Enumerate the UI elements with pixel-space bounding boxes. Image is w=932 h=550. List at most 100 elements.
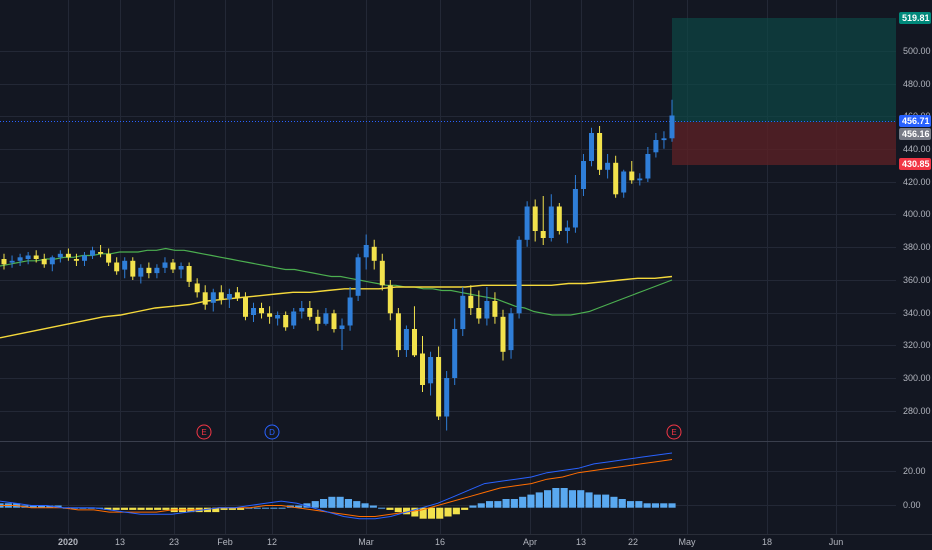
candle [299,301,305,319]
event-markers: E D E [196,424,682,440]
macd-tick-label: 0.00 [903,500,921,510]
candle [234,287,240,301]
macd-histogram-bar [344,499,352,508]
candle-body [629,171,635,181]
candle [669,99,675,142]
candle-body [460,295,466,330]
candle [331,309,337,333]
candle-body [572,189,578,228]
candle-body [226,294,232,300]
candle-body [323,313,329,324]
target-price-tag: 519.81 [899,12,931,24]
price-tick-label: 340.00 [903,308,931,318]
candle-body [106,253,112,263]
dividend-event-marker[interactable]: D [264,424,280,440]
candle [572,175,578,233]
macd-histogram-bar [369,505,377,508]
candle [1,253,7,270]
close-price-text: 456.16 [902,129,930,139]
candle [251,302,256,322]
candle [33,250,39,263]
macd-histogram-bar [411,507,419,517]
candle [122,257,128,279]
macd-histogram-bar [419,507,427,519]
candle-body [291,311,297,326]
candle-body [412,329,417,356]
candle-body [90,250,95,256]
candle-body [645,154,651,179]
candle [283,311,289,331]
candle-body [661,138,667,141]
candle [597,126,603,175]
price-tick-label: 360.00 [903,275,931,285]
candle [492,292,498,324]
candle-body [492,301,498,317]
price-axis-background [896,0,932,441]
macd-line [0,452,673,520]
macd-histogram-bar [627,501,635,508]
time-axis[interactable]: 2020 13 23 Feb 12 Mar 16 Apr 13 22 May 1… [0,534,932,550]
loss-zone[interactable] [672,122,896,165]
candle-body [315,316,321,324]
candle-body [468,295,474,309]
candle-body [339,325,345,329]
candle-body [65,253,71,258]
candle [210,288,216,312]
candle-body [275,315,281,319]
macd-histogram-bar [602,494,610,508]
candle [548,194,554,242]
macd-histogram-bar [104,507,112,510]
macd-histogram-bar [660,503,668,508]
candle-body [500,316,506,352]
date-tick-label: Mar [358,537,374,547]
candle [379,253,385,291]
profit-zone[interactable] [672,18,896,122]
candle [25,252,31,265]
candle-body [98,252,104,254]
candle [106,248,112,266]
candle-body [540,231,546,238]
stop-price-tag: 430.85 [899,158,931,170]
macd-histogram-bar [29,505,37,508]
earnings-event-marker-2[interactable]: E [666,424,682,440]
candle [387,280,393,321]
candle [114,257,120,275]
date-tick-label: Feb [217,537,233,547]
candle-body [605,162,611,170]
candle-body [516,239,522,314]
macd-histogram-bar [568,490,576,508]
earnings-event-marker[interactable]: E [196,424,212,440]
macd-signal-line [0,459,673,517]
macd-histogram-bar [311,501,319,508]
candle [581,154,586,196]
candle [540,196,546,245]
candle [613,155,619,198]
candle-body [564,227,570,231]
price-tick-label: 280.00 [903,406,931,416]
candle [500,309,506,361]
price-axis[interactable]: 500.00 480.00 460.00 440.00 420.00 400.0… [896,0,932,441]
candle-body [452,329,458,378]
candle [49,255,55,272]
macd-histogram-bar [303,503,311,508]
macd-histogram-bar [544,490,552,508]
candle-body [420,353,425,385]
date-tick-label: 22 [628,537,638,547]
candle-body [669,115,675,139]
candle [17,253,23,266]
candle-body [299,308,305,312]
candle-body [581,161,586,189]
candle-body [122,260,128,270]
candle [154,264,160,279]
macd-axis[interactable]: 20.00 0.00 [896,442,932,534]
candle [468,285,474,315]
candle-body [57,253,63,258]
price-tick-label: 300.00 [903,373,931,383]
date-tick-label: Apr [523,537,537,547]
macd-histogram-bar [519,496,527,508]
macd-histogram-bar [452,507,460,515]
candle-body [33,255,39,259]
macd-histogram-bar [295,505,303,508]
